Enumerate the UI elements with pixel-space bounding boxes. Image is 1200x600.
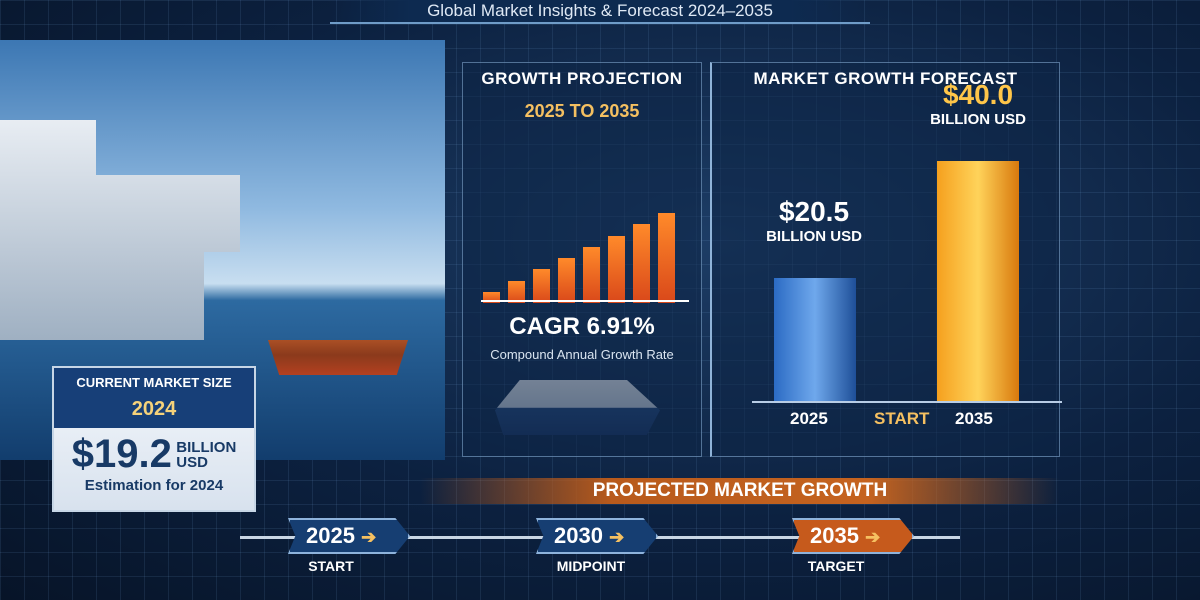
cargo-ship-image (268, 340, 408, 375)
growth-bar (558, 258, 575, 303)
growth-bar (633, 224, 650, 303)
growth-bar (608, 235, 625, 303)
timeline-label-midpoint: MIDPOINT (556, 558, 626, 574)
current-market-note: Estimation for 2024 (84, 477, 224, 494)
value-label-2035: $40.0 BILLION USD (930, 79, 1026, 128)
projected-growth-banner: PROJECTED MARKET GROWTH (420, 478, 1060, 504)
growth-projection-heading: GROWTH PROJECTION (481, 69, 683, 88)
x-label-2025: 2025 (790, 409, 828, 428)
current-market-unit: BILLION USD (176, 438, 237, 471)
market-forecast-heading: MARKET GROWTH FORECAST (753, 69, 1018, 88)
projection-range: 2025 TO 2035 (524, 101, 640, 121)
market-forecast-panel: MARKET GROWTH FORECAST $20.5 BILLION USD … (710, 62, 1062, 457)
growth-projection-panel: GROWTH PROJECTION 2025 TO 2035 CAGR 6.91… (462, 62, 702, 457)
timeline-label-start: START (308, 558, 354, 574)
cagr-subtitle: Compound Annual Growth Rate (490, 347, 674, 362)
growth-bar (483, 291, 500, 303)
current-market-heading: CURRENT MARKET SIZE (76, 375, 232, 390)
value-label-2025: $20.5 BILLION USD (766, 196, 862, 245)
cagr-value: CAGR 6.91% (509, 313, 655, 340)
timeline-chip-2030: 2030 ➔ (536, 518, 658, 554)
x-label-start: START (874, 409, 930, 428)
page-title: Global Market Insights & Forecast 2024–2… (330, 0, 870, 24)
growth-bar (508, 280, 525, 303)
chart-axis (752, 401, 1062, 403)
growth-bar (583, 246, 600, 303)
timeline-label-target: TARGET (807, 558, 865, 574)
current-market-value: $19.2 (71, 432, 172, 476)
timeline-chip-2035: 2035 ➔ (792, 518, 914, 554)
growth-mini-chart (483, 143, 683, 303)
bar-2025 (774, 278, 856, 401)
mini-chart-baseline (481, 300, 689, 302)
x-label-2035: 2035 (955, 409, 993, 428)
bar-2035 (937, 161, 1019, 401)
current-market-card: CURRENT MARKET SIZE 2024 $19.2 BILLION US… (52, 366, 256, 512)
timeline-chip-2025: 2025 ➔ (288, 518, 410, 554)
current-market-year: 2024 (131, 398, 177, 420)
growth-bar (658, 213, 675, 303)
growth-bar (533, 269, 550, 303)
